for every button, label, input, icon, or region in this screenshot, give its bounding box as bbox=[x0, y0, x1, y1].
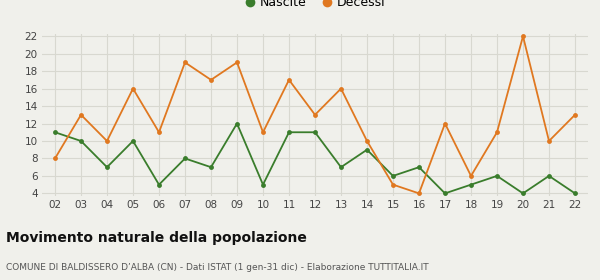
Text: Movimento naturale della popolazione: Movimento naturale della popolazione bbox=[6, 231, 307, 245]
Legend: Nascite, Decessi: Nascite, Decessi bbox=[240, 0, 390, 14]
Text: COMUNE DI BALDISSERO D’ALBA (CN) - Dati ISTAT (1 gen-31 dic) - Elaborazione TUTT: COMUNE DI BALDISSERO D’ALBA (CN) - Dati … bbox=[6, 263, 428, 272]
